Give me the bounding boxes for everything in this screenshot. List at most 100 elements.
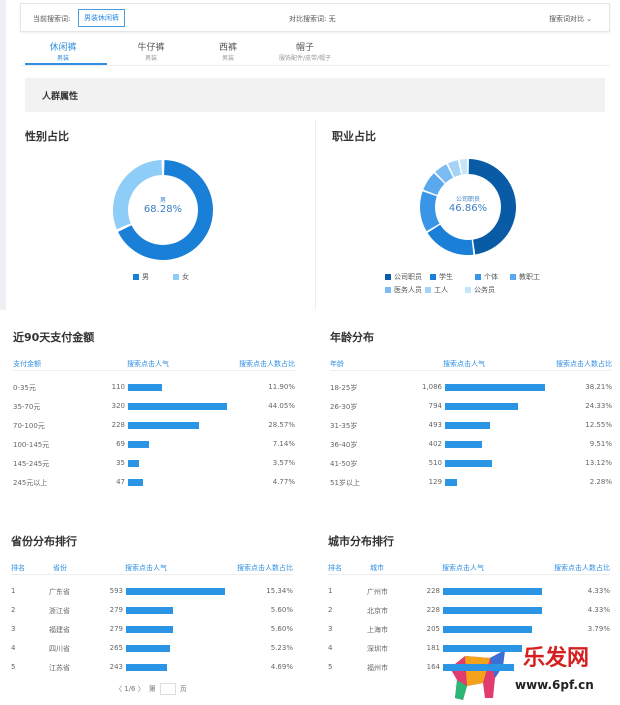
column-header: 年龄 [330, 360, 344, 368]
divider [20, 65, 610, 66]
row-percent: 4.69% [270, 663, 293, 671]
row-percent: 4.33% [587, 587, 610, 595]
rank: 4 [328, 644, 333, 652]
legend-item[interactable]: 教职工 [510, 272, 540, 282]
row-label: 深圳市 [367, 645, 388, 653]
payment-title: 近90天支付金额 [13, 331, 95, 344]
legend-item[interactable]: 公务员 [465, 285, 495, 295]
legend-label: 教职工 [519, 273, 540, 281]
column-header: 搜索点击人数占比 [237, 564, 293, 572]
slice-工人[interactable] [448, 160, 462, 177]
slice-教职工[interactable] [423, 173, 445, 196]
current-keyword-label: 当前搜索词: [33, 15, 71, 23]
row-label: 北京市 [367, 607, 388, 615]
divider [11, 574, 293, 575]
rank: 5 [328, 663, 333, 671]
row-label: 上海市 [367, 626, 388, 634]
pagination: 〈 1/6 〉第 页 [115, 683, 187, 695]
row-percent: 5.60% [270, 625, 293, 633]
tab-2[interactable]: 西裤 男装 [190, 40, 266, 62]
legend-item[interactable]: 女 [173, 272, 189, 282]
column-header: 城市 [370, 564, 384, 572]
page-input[interactable] [159, 683, 176, 695]
center-label: 公司职员 [455, 196, 480, 203]
slice-男[interactable] [118, 160, 214, 260]
row-value: 510 [428, 459, 442, 467]
slice-女[interactable] [113, 160, 162, 230]
row-label: 福建省 [49, 626, 70, 634]
row-label: 70-100元 [13, 422, 45, 430]
row-bar [445, 479, 457, 486]
row-bar [445, 460, 492, 467]
occupation-title: 职业占比 [332, 130, 376, 143]
row-value: 1,086 [421, 383, 442, 391]
city-title: 城市分布排行 [328, 535, 394, 548]
row-percent: 11.90% [268, 383, 295, 391]
column-header: 搜索点击人数占比 [554, 564, 610, 572]
column-header: 搜索点击人气 [442, 564, 484, 572]
row-percent: 3.79% [587, 625, 610, 633]
active-tab-indicator [25, 63, 107, 65]
row-percent: 3.57% [272, 459, 295, 467]
legend-swatch [430, 274, 436, 280]
slice-医务人员[interactable] [435, 164, 454, 183]
row-label: 51岁以上 [330, 479, 360, 487]
row-label: 41-50岁 [330, 460, 358, 468]
province-title: 省份分布排行 [11, 535, 77, 548]
row-bar [128, 403, 227, 410]
column-header: 搜索点击人数占比 [556, 360, 612, 368]
tab-sublabel: 男装 [144, 55, 157, 62]
row-percent: 5.60% [270, 606, 293, 614]
row-bar [126, 588, 225, 595]
slice-公司职员[interactable] [468, 159, 517, 255]
tab-0[interactable]: 休闲裤 男装 [25, 40, 101, 62]
row-value: 228 [426, 606, 440, 614]
legend-item[interactable]: 男 [133, 272, 149, 282]
legend-item[interactable]: 学生 [430, 272, 453, 282]
column-header: 省份 [53, 564, 67, 572]
row-value: 402 [428, 440, 442, 448]
center-value: 46.86% [448, 203, 488, 214]
row-percent: 15.34% [266, 587, 293, 595]
legend-label: 工人 [434, 286, 448, 294]
compare-button[interactable]: 搜索词对比 ⌄ [549, 14, 592, 24]
page-nav[interactable]: 〈 1/6 〉 [115, 685, 145, 693]
occupation-center: 公司职员 46.86% [428, 194, 508, 214]
legend-item[interactable]: 个体 [475, 272, 498, 282]
rank: 2 [328, 606, 333, 614]
row-value: 279 [109, 625, 123, 633]
row-value: 243 [109, 663, 123, 671]
rank: 2 [11, 606, 16, 614]
row-percent: 5.23% [270, 644, 293, 652]
legend-item[interactable]: 医务人员 [385, 285, 422, 295]
row-bar [126, 607, 173, 614]
rank: 1 [328, 587, 333, 595]
section-header: 人群属性 [25, 78, 605, 112]
gender-center: 男 68.28% [123, 195, 203, 215]
legend-label: 男 [142, 273, 149, 281]
slice-个体[interactable] [420, 191, 440, 232]
legend-item[interactable]: 工人 [425, 285, 448, 295]
legend-swatch [475, 274, 481, 280]
legend-item[interactable]: 公司职员 [385, 272, 422, 282]
row-bar [126, 664, 167, 671]
row-label: 四川省 [49, 645, 70, 653]
rank: 3 [11, 625, 16, 633]
legend-swatch [510, 274, 516, 280]
tab-3[interactable]: 帽子 服饰配件/皮带/帽子 [267, 40, 343, 62]
page-pre-label: 第 [148, 685, 156, 693]
slice-学生[interactable] [427, 224, 474, 255]
legend-label: 学生 [439, 273, 453, 281]
row-label: 145-245元 [13, 460, 50, 468]
divider [13, 370, 295, 371]
row-label: 浙江省 [49, 607, 70, 615]
slice-公务员[interactable] [459, 159, 468, 175]
tab-1[interactable]: 牛仔裤 男装 [113, 40, 189, 62]
row-value: 129 [428, 478, 442, 486]
search-bar: 当前搜索词: 男装休闲裤 对比搜索词: 无 搜索词对比 ⌄ [20, 3, 610, 32]
current-keyword[interactable]: 男装休闲裤 [78, 9, 125, 27]
watermark-url: www.6pf.cn [515, 678, 594, 692]
gender-title: 性别占比 [25, 130, 69, 143]
row-percent: 12.55% [585, 421, 612, 429]
row-percent: 9.51% [589, 440, 612, 448]
